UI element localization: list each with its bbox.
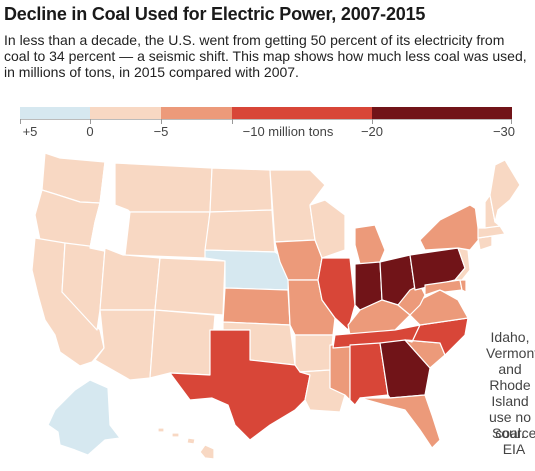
state-alaska — [47, 379, 121, 456]
legend-tick — [90, 119, 91, 124]
state-south-dakota — [204, 209, 276, 253]
state-new-mexico — [149, 309, 216, 379]
state-colorado — [154, 257, 226, 316]
state-hawaii-main — [199, 444, 215, 460]
state-maine — [489, 159, 521, 223]
state-new-york — [419, 204, 481, 251]
state-montana — [114, 162, 213, 213]
legend-tick — [232, 119, 233, 124]
state-kansas — [222, 287, 291, 326]
map-subtitle: In less than a decade, the U.S. went fro… — [4, 32, 527, 80]
legend-swatch-medium — [161, 107, 232, 119]
state-florida — [359, 394, 441, 449]
state-wisconsin — [309, 199, 346, 259]
legend-color-bar — [20, 107, 512, 120]
state-north-dakota — [209, 167, 273, 213]
legend-swatch-gain — [20, 107, 90, 119]
state-illinois — [317, 257, 356, 331]
legend-tick — [20, 119, 21, 124]
legend-tick — [511, 119, 512, 124]
legend-swatch-small — [90, 107, 161, 119]
us-map — [31, 152, 521, 460]
legend-swatch-large — [232, 107, 372, 119]
legend-label-plus5: +5 — [22, 124, 38, 139]
state-hawaii-maui — [186, 437, 196, 445]
no-coal-note: Idaho, Vermont and Rhode Island use no c… — [486, 329, 535, 441]
legend-tick — [161, 119, 162, 124]
legend-label-minus20: −20 — [360, 124, 384, 139]
state-hawaii-kauai — [157, 427, 165, 433]
legend-tick — [372, 119, 373, 124]
state-michigan — [354, 224, 386, 265]
legend-label-minus10: −10 million tons — [242, 124, 334, 139]
legend-swatch-largest — [372, 107, 512, 119]
legend-label-zero: 0 — [86, 124, 94, 139]
state-arizona — [94, 309, 156, 381]
source-credit: Source: EIA — [492, 425, 535, 457]
legend-label-minus30: −30 — [492, 124, 516, 139]
legend-label-minus5: −5 — [153, 124, 169, 139]
state-hawaii-oahu — [171, 432, 180, 438]
state-utah — [99, 247, 161, 311]
map-title: Decline in Coal Used for Electric Power,… — [4, 4, 426, 24]
state-texas — [169, 329, 311, 441]
state-delaware — [459, 279, 467, 293]
color-legend: +5 0 −5 −10 million tons −20 −30 — [20, 107, 516, 141]
state-arkansas — [294, 334, 334, 373]
state-wyoming — [124, 211, 211, 259]
state-rhode-island — [491, 235, 498, 247]
